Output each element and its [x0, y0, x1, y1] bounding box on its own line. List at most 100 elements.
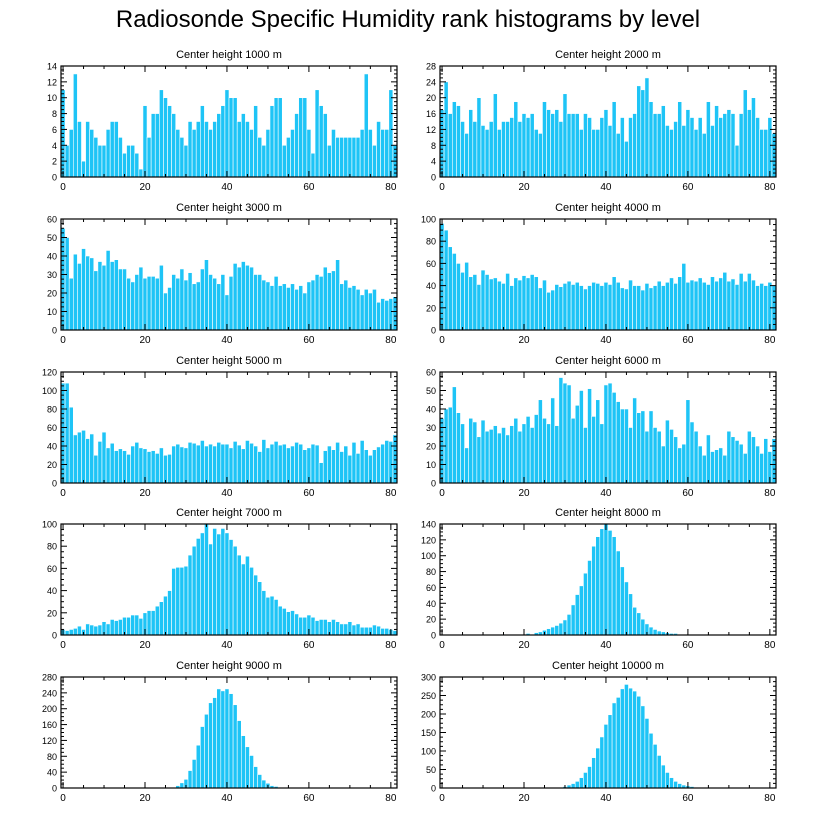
histogram-bar — [734, 440, 740, 484]
histogram-bar — [579, 777, 584, 789]
histogram-bar — [138, 447, 144, 484]
histogram-bar — [464, 133, 469, 178]
histogram-bar — [130, 144, 136, 178]
y-tick-label: 10 — [47, 93, 57, 103]
histogram-bar — [595, 536, 601, 636]
histogram-bar — [595, 129, 601, 178]
histogram-bar — [464, 261, 469, 331]
histogram-bar — [261, 144, 267, 178]
histogram-bar — [376, 625, 381, 636]
histogram-bar — [122, 268, 127, 331]
histogram-bar — [212, 277, 218, 331]
histogram-bar — [355, 288, 361, 331]
histogram-panel-5: Center height 5000 m 0 20 40 60 80 0 20 40 60 80 10… — [42, 355, 398, 499]
y-tick-label: 80 — [426, 237, 436, 247]
histogram-bar — [689, 421, 695, 484]
histogram-bar — [484, 430, 490, 484]
histogram-bar — [93, 625, 99, 636]
y-tick-label: 140 — [421, 520, 436, 530]
histogram-bar — [517, 430, 523, 484]
y-tick-label: 8 — [431, 141, 436, 151]
histogram-bar — [335, 621, 340, 636]
histogram-bar — [257, 274, 263, 331]
histogram-bar — [644, 77, 650, 178]
histogram-bar — [68, 406, 74, 484]
histogram-bar — [179, 268, 185, 331]
histogram-panel-3: Center height 3000 m 0 20 40 60 80 0 10 20 30 40 50… — [47, 202, 398, 346]
histogram-bar — [615, 281, 621, 331]
y-tick-label: 20 — [47, 289, 57, 299]
histogram-bar — [142, 105, 148, 178]
histogram-bar — [64, 382, 70, 484]
histogram-bar — [722, 113, 728, 178]
histogram-bar — [85, 121, 90, 178]
y-tick-label: 200 — [42, 704, 57, 714]
histogram-bar — [372, 624, 377, 636]
histogram-bar — [669, 777, 674, 789]
histogram-bar — [538, 133, 543, 178]
histogram-bar — [628, 279, 633, 331]
histogram-bar — [101, 431, 107, 484]
histogram-bar — [372, 449, 377, 484]
histogram-bar — [171, 274, 177, 331]
histogram-bar — [261, 279, 267, 331]
x-tick-label: 0 — [439, 182, 445, 193]
x-tick-label: 0 — [60, 488, 66, 499]
histogram-bar — [216, 113, 222, 178]
histogram-bar — [710, 451, 715, 484]
histogram-bar — [240, 735, 246, 789]
histogram-bar — [550, 289, 556, 331]
histogram-bar — [81, 429, 86, 484]
histogram-bar — [747, 109, 752, 178]
histogram-bar — [460, 271, 465, 331]
histogram-bar — [648, 410, 654, 484]
histogram-bar — [595, 283, 601, 331]
histogram-bar — [562, 283, 568, 331]
histogram-bar — [697, 277, 703, 331]
histogram-bar — [554, 625, 560, 636]
histogram-bar — [660, 445, 666, 484]
histogram-bar — [624, 408, 629, 484]
histogram-bar — [693, 430, 699, 484]
histogram-bar — [685, 281, 691, 331]
histogram-bar — [384, 300, 390, 331]
histogram-bar — [150, 276, 156, 331]
histogram-bar — [718, 447, 724, 484]
x-tick-label: 40 — [221, 793, 233, 804]
histogram-bar — [331, 129, 336, 178]
x-tick-label: 0 — [439, 335, 445, 346]
histogram-bar — [302, 97, 308, 178]
histogram-bar — [146, 137, 152, 178]
histogram-bar — [310, 616, 316, 636]
histogram-bar — [179, 782, 185, 789]
histogram-bar — [562, 382, 568, 484]
histogram-bar — [154, 453, 160, 484]
histogram-bar — [331, 270, 336, 331]
histogram-bar — [130, 281, 136, 331]
histogram-bar — [632, 285, 637, 331]
histogram-bar — [257, 451, 263, 484]
histogram-bar — [546, 423, 551, 484]
histogram-bar — [632, 690, 637, 789]
histogram-bar — [118, 619, 123, 636]
histogram-bar — [318, 462, 324, 484]
histogram-bar — [513, 101, 519, 178]
histogram-bar — [163, 97, 168, 178]
histogram-bar — [195, 444, 201, 484]
histogram-bar — [624, 581, 629, 636]
histogram-bar — [64, 237, 70, 331]
histogram-bar — [603, 724, 609, 789]
histogram-bar — [290, 445, 295, 484]
histogram-bar — [599, 117, 605, 178]
y-tick-label: 60 — [426, 259, 436, 269]
x-tick-label: 40 — [600, 640, 612, 651]
histogram-bar — [644, 718, 650, 789]
x-tick-label: 60 — [682, 488, 694, 499]
x-tick-label: 60 — [303, 182, 315, 193]
histogram-bar — [701, 133, 707, 178]
histogram-bar — [492, 425, 498, 484]
histogram-bar — [187, 121, 193, 178]
histogram-bar — [122, 152, 127, 178]
histogram-bar — [335, 259, 340, 331]
